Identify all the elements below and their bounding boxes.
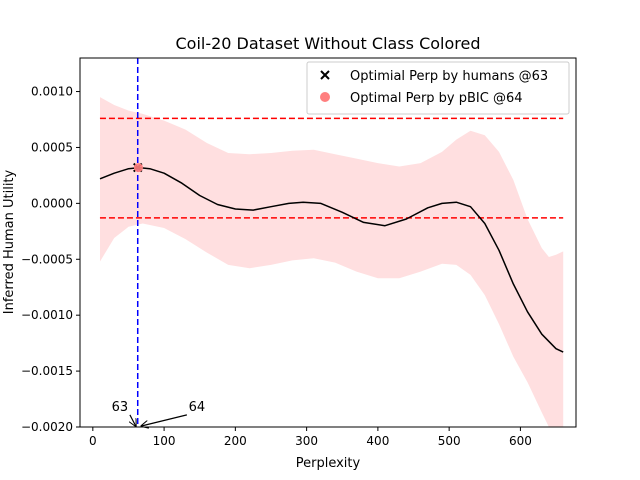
legend-label-humans: Optimial Perp by humans @63 (350, 69, 548, 84)
x-tick-label: 100 (153, 434, 176, 448)
x-axis-label: Perplexity (296, 456, 361, 471)
threshold-lines-layer (99, 117, 564, 219)
annotations-layer: 63 64 (112, 400, 206, 426)
x-tick-label: 400 (366, 434, 389, 448)
plot-frame (79, 57, 577, 428)
x-axis: 0 100 200 300 400 500 600 (89, 427, 532, 448)
y-axis: −0.0020 −0.0015 −0.0010 −0.0005 0.0000 0.0005… (21, 85, 80, 434)
utility-curve-line (99, 166, 564, 353)
x-tick-label: 300 (295, 434, 318, 448)
confidence-band (100, 97, 564, 427)
x-tick-label: 200 (224, 434, 247, 448)
legend: Optimial Perp by humans @63 Optimal Perp… (306, 61, 570, 115)
legend-entry-humans: Optimial Perp by humans @63 (320, 69, 548, 84)
x-marker-icon (320, 70, 330, 80)
y-tick-label: −0.0005 (21, 252, 73, 266)
y-tick-label: 0.0010 (31, 85, 73, 99)
annotation-arrow-63 (130, 414, 136, 426)
confidence-band-layer (100, 97, 564, 427)
y-tick-label: 0.0005 (31, 140, 73, 154)
pbic-optimal-marker (133, 163, 143, 173)
legend-box (306, 61, 570, 115)
circle-marker-icon (320, 92, 330, 102)
utility-curve-layer (99, 166, 564, 353)
x-tick-label: 500 (438, 434, 461, 448)
chart-title: Coil-20 Dataset Without Class Colored (175, 34, 480, 53)
x-tick-label: 0 (89, 434, 97, 448)
optimal-markers-layer (133, 162, 143, 173)
legend-entry-pbic: Optimal Perp by pBIC @64 (320, 91, 523, 106)
y-tick-label: −0.0010 (21, 308, 73, 322)
y-tick-label: 0.0000 (31, 196, 73, 210)
annotation-arrow-64 (141, 414, 188, 426)
y-tick-label: −0.0015 (21, 364, 73, 378)
annotation-label-64: 64 (189, 400, 206, 415)
legend-label-pbic: Optimal Perp by pBIC @64 (350, 91, 523, 106)
annotation-label-63: 63 (112, 400, 129, 415)
x-tick-label: 600 (509, 434, 532, 448)
y-axis-label: Inferred Human Utility (2, 169, 17, 314)
plot-area: 63 64 (99, 58, 564, 427)
y-tick-label: −0.0020 (21, 420, 73, 434)
